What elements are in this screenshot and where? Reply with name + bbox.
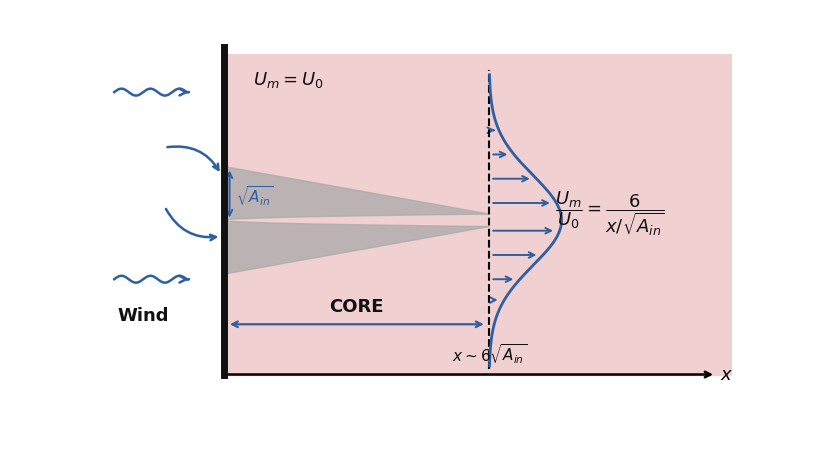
Polygon shape: [224, 220, 489, 274]
Text: $\sqrt{A_{in}}$: $\sqrt{A_{in}}$: [236, 184, 273, 208]
Polygon shape: [224, 166, 489, 220]
Text: $x$: $x$: [720, 365, 733, 383]
Text: $U_m = U_0$: $U_m = U_0$: [253, 70, 324, 90]
Text: $x{\sim}6\sqrt{A_{in}}$: $x{\sim}6\sqrt{A_{in}}$: [451, 342, 527, 366]
Text: CORE: CORE: [329, 297, 384, 315]
Text: $\dfrac{U_m}{U_0} = \dfrac{6}{x/\sqrt{A_{in}}}$: $\dfrac{U_m}{U_0} = \dfrac{6}{x/\sqrt{A_…: [555, 189, 665, 238]
Text: Wind: Wind: [117, 306, 169, 324]
Bar: [224, 54, 732, 374]
